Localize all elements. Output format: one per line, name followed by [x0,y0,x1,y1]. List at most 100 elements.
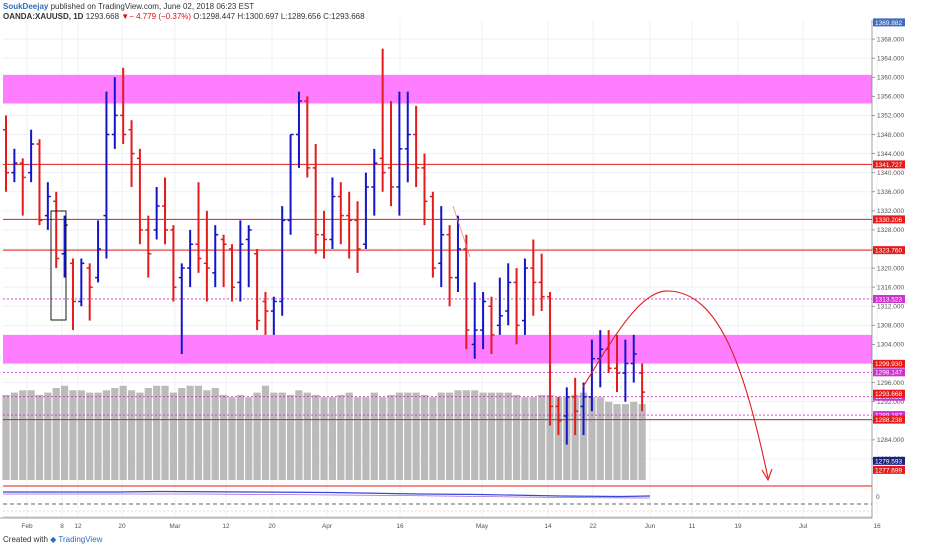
level-tag: 1298.147 [873,368,905,377]
volume-bar [136,392,144,480]
y-tick-label: 1304.000 [877,342,904,349]
volume-bar [379,397,387,480]
y-tick-label: 1336.000 [877,189,904,196]
ohlc-bar [538,253,545,312]
ohlc-bar [471,282,478,359]
price-bars [3,48,646,445]
time-axis[interactable]: Feb 8 12 20 Mar 12 20 Apr 16 May 14 22 Jun 11 19 Jul 16 [0,517,881,530]
level-tag: 1288.238 [873,415,905,424]
volume-bar [630,401,638,480]
volume-bar [211,388,219,480]
volume-bar [203,390,211,480]
ohlc-bar [195,182,202,273]
price-change: ▼− 4.779 (−0.37%) [121,12,192,21]
volume-bar [127,390,136,480]
symbol-name: OANDA:XAUUSD, 1D [3,12,84,21]
highlight-box [50,210,67,321]
volume-bar [245,397,253,480]
volume-bar [144,388,152,480]
ohlc-bar [228,244,235,302]
ohlc-bar [212,225,219,288]
tradingview-logo-icon[interactable]: ◆ [50,535,57,544]
volume-bar [487,392,496,480]
y-tick-label: 1360.000 [877,75,904,82]
ohlc-bar [388,101,395,207]
volume-bar [546,394,554,480]
ohlc-bar [120,67,127,145]
volume-bar [504,392,512,480]
tradingview-brand[interactable]: TradingView [58,535,103,544]
author-name[interactable]: SoukDeejay [3,2,49,11]
y-tick-label: 1292.000 [877,399,904,406]
publish-line: SoukDeejay published on TradingView.com,… [3,2,365,12]
volume-bar [538,394,546,480]
volume-bar [429,397,437,480]
y-tick-label: 1344.000 [877,151,904,158]
ohlc-bar [145,215,152,278]
volume-bar [60,385,69,480]
ohlc-bar [111,77,118,149]
ohlc-bar [162,177,169,245]
supply-zone [3,74,872,104]
volume-bar [278,392,286,480]
ohlc-bar [580,382,587,436]
ohlc-bar [237,220,244,302]
volume-bar [286,394,295,480]
indicator-line-blue [3,490,651,498]
volume-bar [387,394,395,480]
ohlc-bar [354,201,361,273]
ohlc-bar [86,263,93,321]
volume-bar [420,394,429,480]
volume-bar [295,390,303,480]
last-price: 1293.668 [85,12,120,21]
volume-bar [370,392,378,480]
ohlc-bar [438,206,445,288]
y-tick-label: 1308.000 [877,323,904,330]
x-tick-label: 11 [689,523,696,530]
top-price-tag: 1369.882 [873,18,905,27]
price-axis[interactable]: 1368.000 1364.000 1360.000 1356.000 1352.000… [871,20,904,518]
ohlc-bar [329,177,336,249]
ohlc-bar [136,148,143,245]
ohlc-bar [69,258,76,331]
ohlc-bar [78,258,85,307]
level-tag: 1313.523 [873,294,905,303]
volume-bar [337,394,345,480]
ohlc-bar [371,148,378,216]
svg-text:1323.760: 1323.760 [875,248,902,255]
svg-text:1369.882: 1369.882 [875,20,902,27]
volume-bar [437,392,445,480]
y-tick-label: 1296.000 [877,380,904,387]
volume-bar [228,397,236,480]
ohlc-bar [488,296,495,354]
y-tick-label: 1332.000 [877,208,904,215]
ohlc-bar [153,186,160,240]
x-tick-label: 16 [873,523,881,530]
y-tick-label: 1364.000 [877,55,904,62]
svg-text:1313.523: 1313.523 [875,296,902,303]
volume-bar [19,390,27,480]
volume-bar [10,392,18,480]
ohlc-bar [304,96,311,178]
volume-bar [512,394,521,480]
y-tick-label: 1348.000 [877,132,904,139]
ohlc-bar [270,296,277,335]
ohlc-bar [513,268,520,345]
volume-bar [119,385,127,480]
volume-bar [94,392,102,480]
volume-bar [554,397,563,480]
svg-text:1288.238: 1288.238 [875,417,902,424]
y-tick-label: 1340.000 [877,170,904,177]
volume-bar [194,385,203,480]
ohlc-bar [563,387,570,445]
svg-text:1277.699: 1277.699 [875,467,902,474]
y-tick-label: 1328.000 [877,227,904,234]
ohlc-bar [346,191,353,259]
chart-header: SoukDeejay published on TradingView.com,… [3,2,365,22]
ohlc-bar [279,206,286,316]
volume-bar [446,392,454,480]
ohlc-bar [547,291,554,426]
volume-bar [596,397,604,480]
volume-bar [471,390,479,480]
